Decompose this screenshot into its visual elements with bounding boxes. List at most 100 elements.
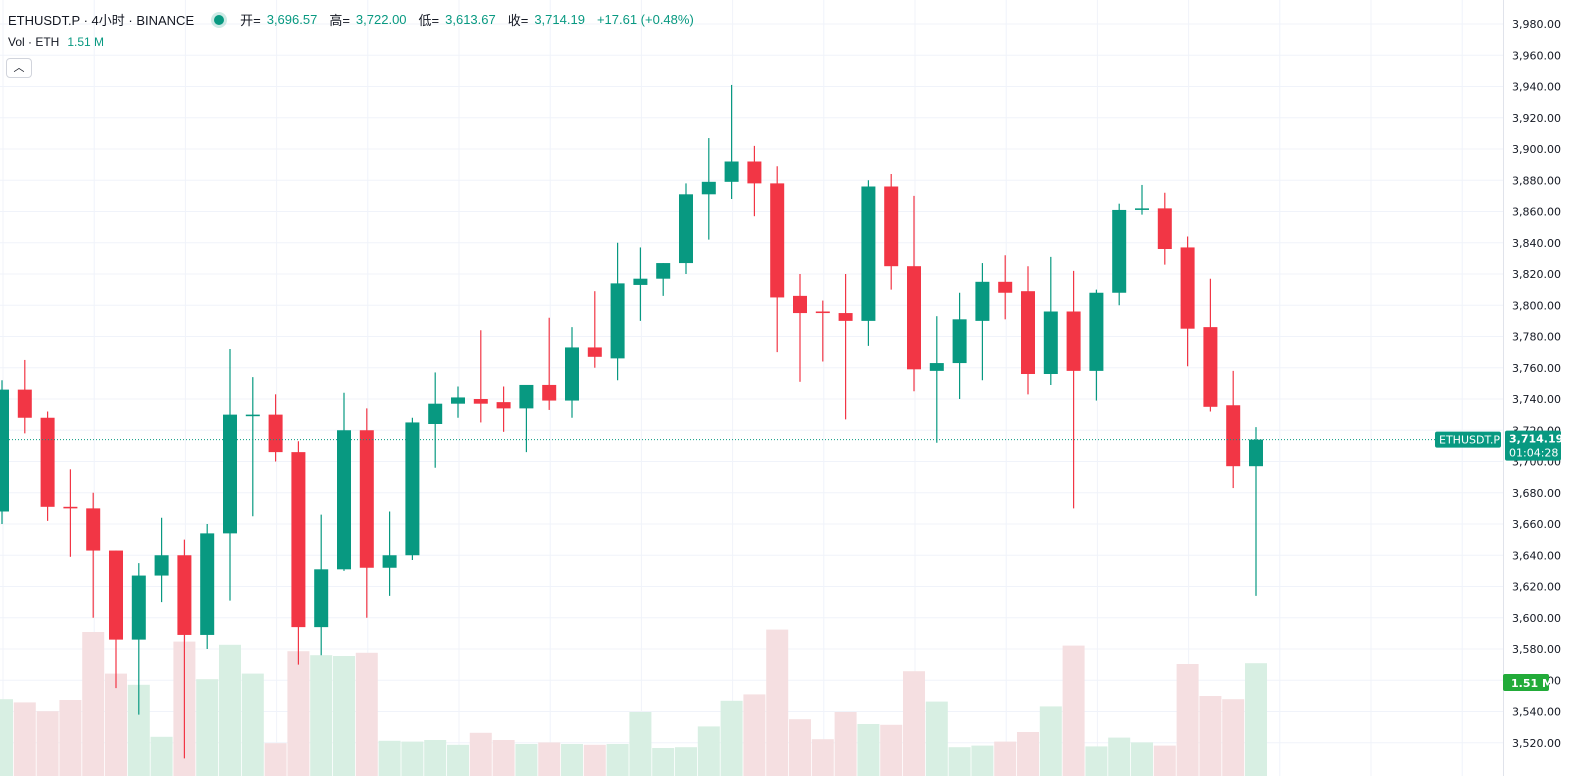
candle-body [131, 575, 146, 640]
volume-bar [13, 702, 36, 776]
symbol-legend: ETHUSDT.P · 4小时 · BINANCE 开= 3,696.57 高= 3… [8, 10, 700, 29]
y-tick-label: 3,580.00 [1512, 643, 1561, 656]
candle-body [998, 281, 1013, 293]
volume-bar [401, 741, 424, 776]
candle-body [975, 281, 990, 321]
candle-body [1249, 439, 1263, 467]
bar-countdown-label: 01:04:28 [1509, 447, 1558, 460]
price-tags: ETHUSDT.P 3,714.19 01:04:28 1.51 M [1435, 430, 1563, 691]
y-tick-label: 3,820.00 [1512, 268, 1561, 281]
collapse-legend-button[interactable]: ︿ [6, 58, 32, 78]
market-status-icon[interactable] [214, 14, 225, 25]
volume-bar [105, 673, 127, 776]
candle-body [542, 384, 557, 401]
volume-bar [1222, 699, 1245, 776]
candle-body [154, 555, 169, 576]
volume-bar [834, 712, 857, 776]
symbol-tag [1435, 431, 1501, 448]
open-label: 开= [240, 13, 261, 28]
candle-body [451, 397, 465, 404]
candle-body [587, 347, 602, 357]
candle-body [907, 266, 921, 370]
volume-bar [720, 700, 743, 776]
last-price-label: 3,714.19 [1509, 433, 1563, 446]
y-tick-label: 3,960.00 [1512, 49, 1561, 62]
volume-bar [1153, 745, 1176, 776]
close-label: 收= [507, 13, 529, 28]
candle-body [1066, 311, 1081, 371]
candle-body [1203, 327, 1218, 407]
volume-bar [264, 743, 287, 776]
open-value: 3,696.57 [266, 12, 318, 27]
volume-bar [971, 745, 994, 776]
volume-bar [196, 679, 219, 776]
volume-bar [629, 712, 652, 776]
price-axis[interactable]: 3,980.00 3,960.00 3,940.00 3,920.00 3,900.00… [1503, 0, 1561, 776]
volume-bar [424, 740, 447, 776]
volume-legend: Vol · ETH 1.51 M [8, 35, 104, 49]
candle-body [1135, 208, 1149, 210]
candle-body [200, 533, 215, 635]
candle-body [314, 569, 329, 628]
volume-bar [1199, 696, 1222, 776]
y-tick-label: 3,900.00 [1512, 143, 1561, 156]
volume-bar [492, 740, 515, 776]
candle-body [109, 550, 123, 640]
candle-body [519, 384, 534, 409]
candle-body [337, 430, 351, 570]
volume-bar [1108, 737, 1131, 776]
volume-bar [287, 651, 310, 776]
candle-body [428, 403, 443, 424]
candle-body [63, 506, 78, 509]
candle-body [473, 399, 488, 404]
volume-indicator-label[interactable]: Vol · ETH [8, 35, 60, 49]
volume-bar [766, 629, 789, 776]
y-tick-label: 3,840.00 [1512, 237, 1561, 250]
candle-body [633, 278, 648, 285]
candle-body [291, 452, 306, 628]
candle-body [701, 181, 716, 195]
chevron-up-icon: ︿ [13, 62, 25, 74]
volume-bar [811, 739, 834, 776]
candle-body [405, 422, 420, 556]
low-value: 3,613.67 [445, 12, 496, 27]
candle-body [86, 508, 101, 551]
volume-bar [1017, 732, 1039, 776]
volume-bar [1245, 663, 1267, 776]
candle-body [359, 430, 374, 568]
candle-body [1043, 311, 1058, 374]
y-tick-label: 3,980.00 [1512, 18, 1561, 31]
volume-bar [948, 747, 971, 776]
volume-bar [241, 673, 264, 776]
symbol-title[interactable]: ETHUSDT.P · 4小时 · BINANCE [8, 13, 195, 28]
volume-bar [675, 747, 697, 776]
volume-bar [880, 724, 903, 776]
y-tick-label: 3,520.00 [1512, 737, 1561, 750]
volume-bar [447, 744, 469, 776]
volume-bar [1176, 664, 1199, 776]
y-tick-label: 3,780.00 [1512, 331, 1561, 344]
candles [0, 84, 1263, 759]
candle-body [1089, 292, 1104, 371]
volume-tag-label: 1.51 M [1511, 677, 1553, 690]
volume-bar [219, 644, 241, 776]
volume-bar [857, 724, 880, 776]
volume-bar [310, 655, 333, 776]
volume-bar [355, 652, 378, 776]
volume-bar [583, 744, 606, 776]
y-tick-label: 3,760.00 [1512, 362, 1561, 375]
y-tick-label: 3,640.00 [1512, 549, 1561, 562]
volume-bar [1085, 746, 1108, 776]
low-label: 低= [418, 13, 440, 28]
volume-bar [1039, 706, 1062, 776]
volume-bar [743, 694, 766, 776]
volume-tag [1503, 674, 1549, 691]
candle-body [223, 414, 237, 534]
y-tick-label: 3,740.00 [1512, 393, 1561, 406]
volume-bar [538, 742, 561, 776]
candle-body [952, 319, 967, 364]
volume-bar [0, 699, 13, 776]
volume-bar [333, 656, 355, 776]
